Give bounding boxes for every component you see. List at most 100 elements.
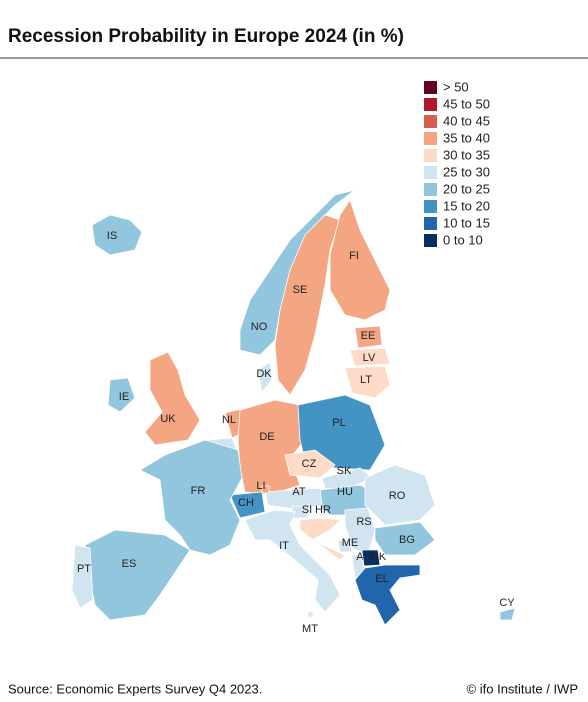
country-shape <box>274 214 341 396</box>
country-shape <box>71 544 94 609</box>
country-label: BG <box>399 534 415 546</box>
country-label: IS <box>107 230 117 242</box>
country: DK <box>256 361 273 393</box>
legend-swatch <box>424 115 437 128</box>
country: LT <box>344 365 391 399</box>
country-label: IT <box>279 540 289 552</box>
legend-label: 0 to 10 <box>443 232 483 247</box>
country: MT <box>302 611 318 635</box>
legend-label: 45 to 50 <box>443 96 490 111</box>
country: IT <box>244 509 341 613</box>
country-shape <box>261 485 270 494</box>
country-label: EE <box>361 330 376 342</box>
legend-swatch <box>424 166 437 179</box>
country-shape <box>107 377 136 413</box>
legend-label: 40 to 45 <box>443 113 490 128</box>
legend-label: 30 to 35 <box>443 147 490 162</box>
country: UK <box>144 351 201 446</box>
country-label: FR <box>191 485 206 497</box>
country: AT <box>264 486 323 511</box>
country-label: DE <box>259 431 274 443</box>
country-label: UK <box>160 413 176 425</box>
country: HR <box>299 504 346 561</box>
country-shape <box>354 564 421 626</box>
country: LV <box>349 347 391 367</box>
country: SK <box>321 465 373 491</box>
country-shape <box>374 521 436 556</box>
country-label: FI <box>349 250 359 262</box>
country: PT <box>71 544 94 609</box>
source: Source: Economic Experts Survey Q4 2023. <box>8 681 262 696</box>
country-shape <box>297 394 386 471</box>
country-label: ME <box>342 537 359 549</box>
country-label: DK <box>256 368 272 380</box>
country-shape <box>144 351 201 446</box>
country: CY <box>499 597 516 621</box>
country-shape <box>91 214 143 256</box>
country-label: AT <box>292 486 306 498</box>
legend-label: 15 to 20 <box>443 198 490 213</box>
title: Recession Probability in Europe 2024 (in… <box>8 26 404 47</box>
country: IE <box>107 377 136 413</box>
country-label: LV <box>363 352 376 364</box>
country-shape <box>354 325 383 349</box>
country-label: RS <box>356 516 371 528</box>
country-label: EL <box>375 573 388 585</box>
country: CZ <box>284 449 336 479</box>
country-label: CH <box>238 497 254 509</box>
country: MK <box>361 549 387 567</box>
country: EE <box>354 325 383 349</box>
country-shape <box>329 199 391 321</box>
country: LI <box>256 480 270 494</box>
country: ME <box>337 537 359 553</box>
country-label: SE <box>293 284 308 296</box>
legend-label: > 50 <box>443 79 469 94</box>
country-label: PT <box>77 563 91 575</box>
country: CH <box>229 491 266 519</box>
country-label: NL <box>222 414 236 426</box>
country-shape <box>321 467 373 491</box>
country-shape <box>229 491 266 519</box>
country-shape <box>264 487 323 511</box>
country-shape <box>237 399 306 496</box>
country: ES <box>84 529 191 621</box>
country-label: RO <box>389 490 406 502</box>
country: PL <box>297 394 386 471</box>
country-label: SK <box>337 465 352 477</box>
country-label: LT <box>360 374 372 386</box>
country-shape <box>244 509 341 613</box>
country: BG <box>374 521 436 556</box>
legend-label: 25 to 30 <box>443 164 490 179</box>
legend-swatch <box>424 200 437 213</box>
country-shape <box>139 439 243 556</box>
country-shape <box>349 347 391 367</box>
country-shape <box>257 361 273 393</box>
country: EL <box>354 564 421 626</box>
country-label: SI <box>302 504 312 516</box>
legend-swatch <box>424 234 437 247</box>
country-shape <box>337 539 353 553</box>
credit: © ifo Institute / IWP <box>467 681 578 696</box>
country-label: MT <box>302 623 318 635</box>
country-shape <box>499 607 516 621</box>
country: FI <box>329 199 391 321</box>
legend-swatch <box>424 183 437 196</box>
country: RS <box>344 507 376 556</box>
legend-swatch <box>424 132 437 145</box>
country-label: HU <box>337 486 353 498</box>
country-shape <box>307 611 314 618</box>
legend-swatch <box>424 217 437 230</box>
country-label: CY <box>499 597 515 609</box>
country-label: IE <box>119 391 129 403</box>
country-label: HR <box>315 504 331 516</box>
country-shape <box>361 549 381 567</box>
country-shape <box>284 449 336 479</box>
legend-label: 10 to 15 <box>443 215 490 230</box>
legend-swatch <box>424 98 437 111</box>
country-shape <box>84 529 191 621</box>
country-label: CZ <box>302 458 317 470</box>
country-label: PL <box>332 417 345 429</box>
legend-label: 20 to 25 <box>443 181 490 196</box>
legend-swatch <box>424 81 437 94</box>
